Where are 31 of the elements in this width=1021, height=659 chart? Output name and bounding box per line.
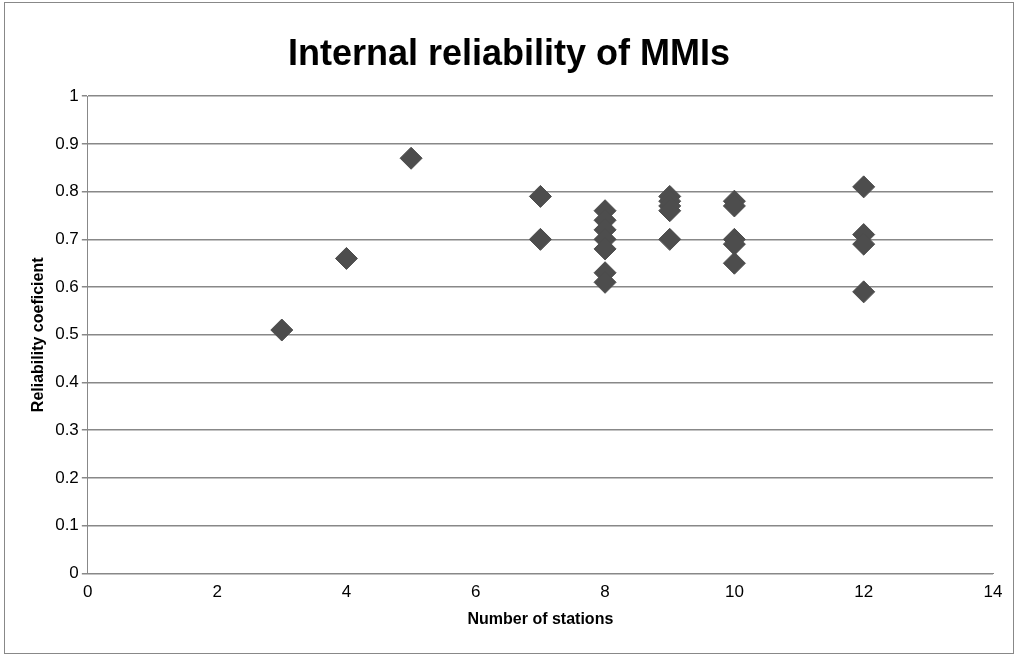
x-tick-label: 6: [471, 582, 481, 602]
x-tick-label: 8: [600, 582, 610, 602]
point: [399, 146, 423, 170]
y-tick-label: 0.7: [55, 229, 79, 249]
chart-title: Internal reliability of MMIs: [287, 31, 731, 73]
x-tick-label: 4: [341, 582, 352, 602]
y-tick-label: 0: [69, 563, 79, 583]
x-tick-label: 10: [724, 582, 744, 602]
y-axis-title: Reliability coeficient: [29, 256, 47, 413]
point: [528, 227, 552, 251]
x-axis-title: Number of stations: [467, 609, 614, 627]
point: [334, 246, 358, 270]
y-tick-label: 0.4: [55, 372, 79, 392]
y-tick-label: 0.6: [55, 276, 79, 296]
y-tick-label: 0.2: [55, 467, 79, 487]
x-tick-label: 0: [83, 582, 93, 602]
y-tick-label: 0.5: [55, 324, 79, 344]
point: [852, 175, 876, 199]
x-tick-label: 12: [854, 582, 874, 602]
point: [270, 318, 294, 342]
point: [658, 227, 682, 251]
point: [722, 251, 746, 275]
y-tick-label: 1: [69, 85, 79, 105]
y-tick-label: 0.1: [55, 515, 79, 535]
x-tick-label: 2: [212, 582, 222, 602]
y-tick-label: 0.8: [55, 181, 79, 201]
y-tick-label: 0.9: [55, 133, 79, 153]
y-tick-label: 0.3: [55, 419, 79, 439]
x-tick-label: 14: [983, 582, 1003, 602]
point: [852, 280, 876, 304]
point: [528, 184, 552, 208]
